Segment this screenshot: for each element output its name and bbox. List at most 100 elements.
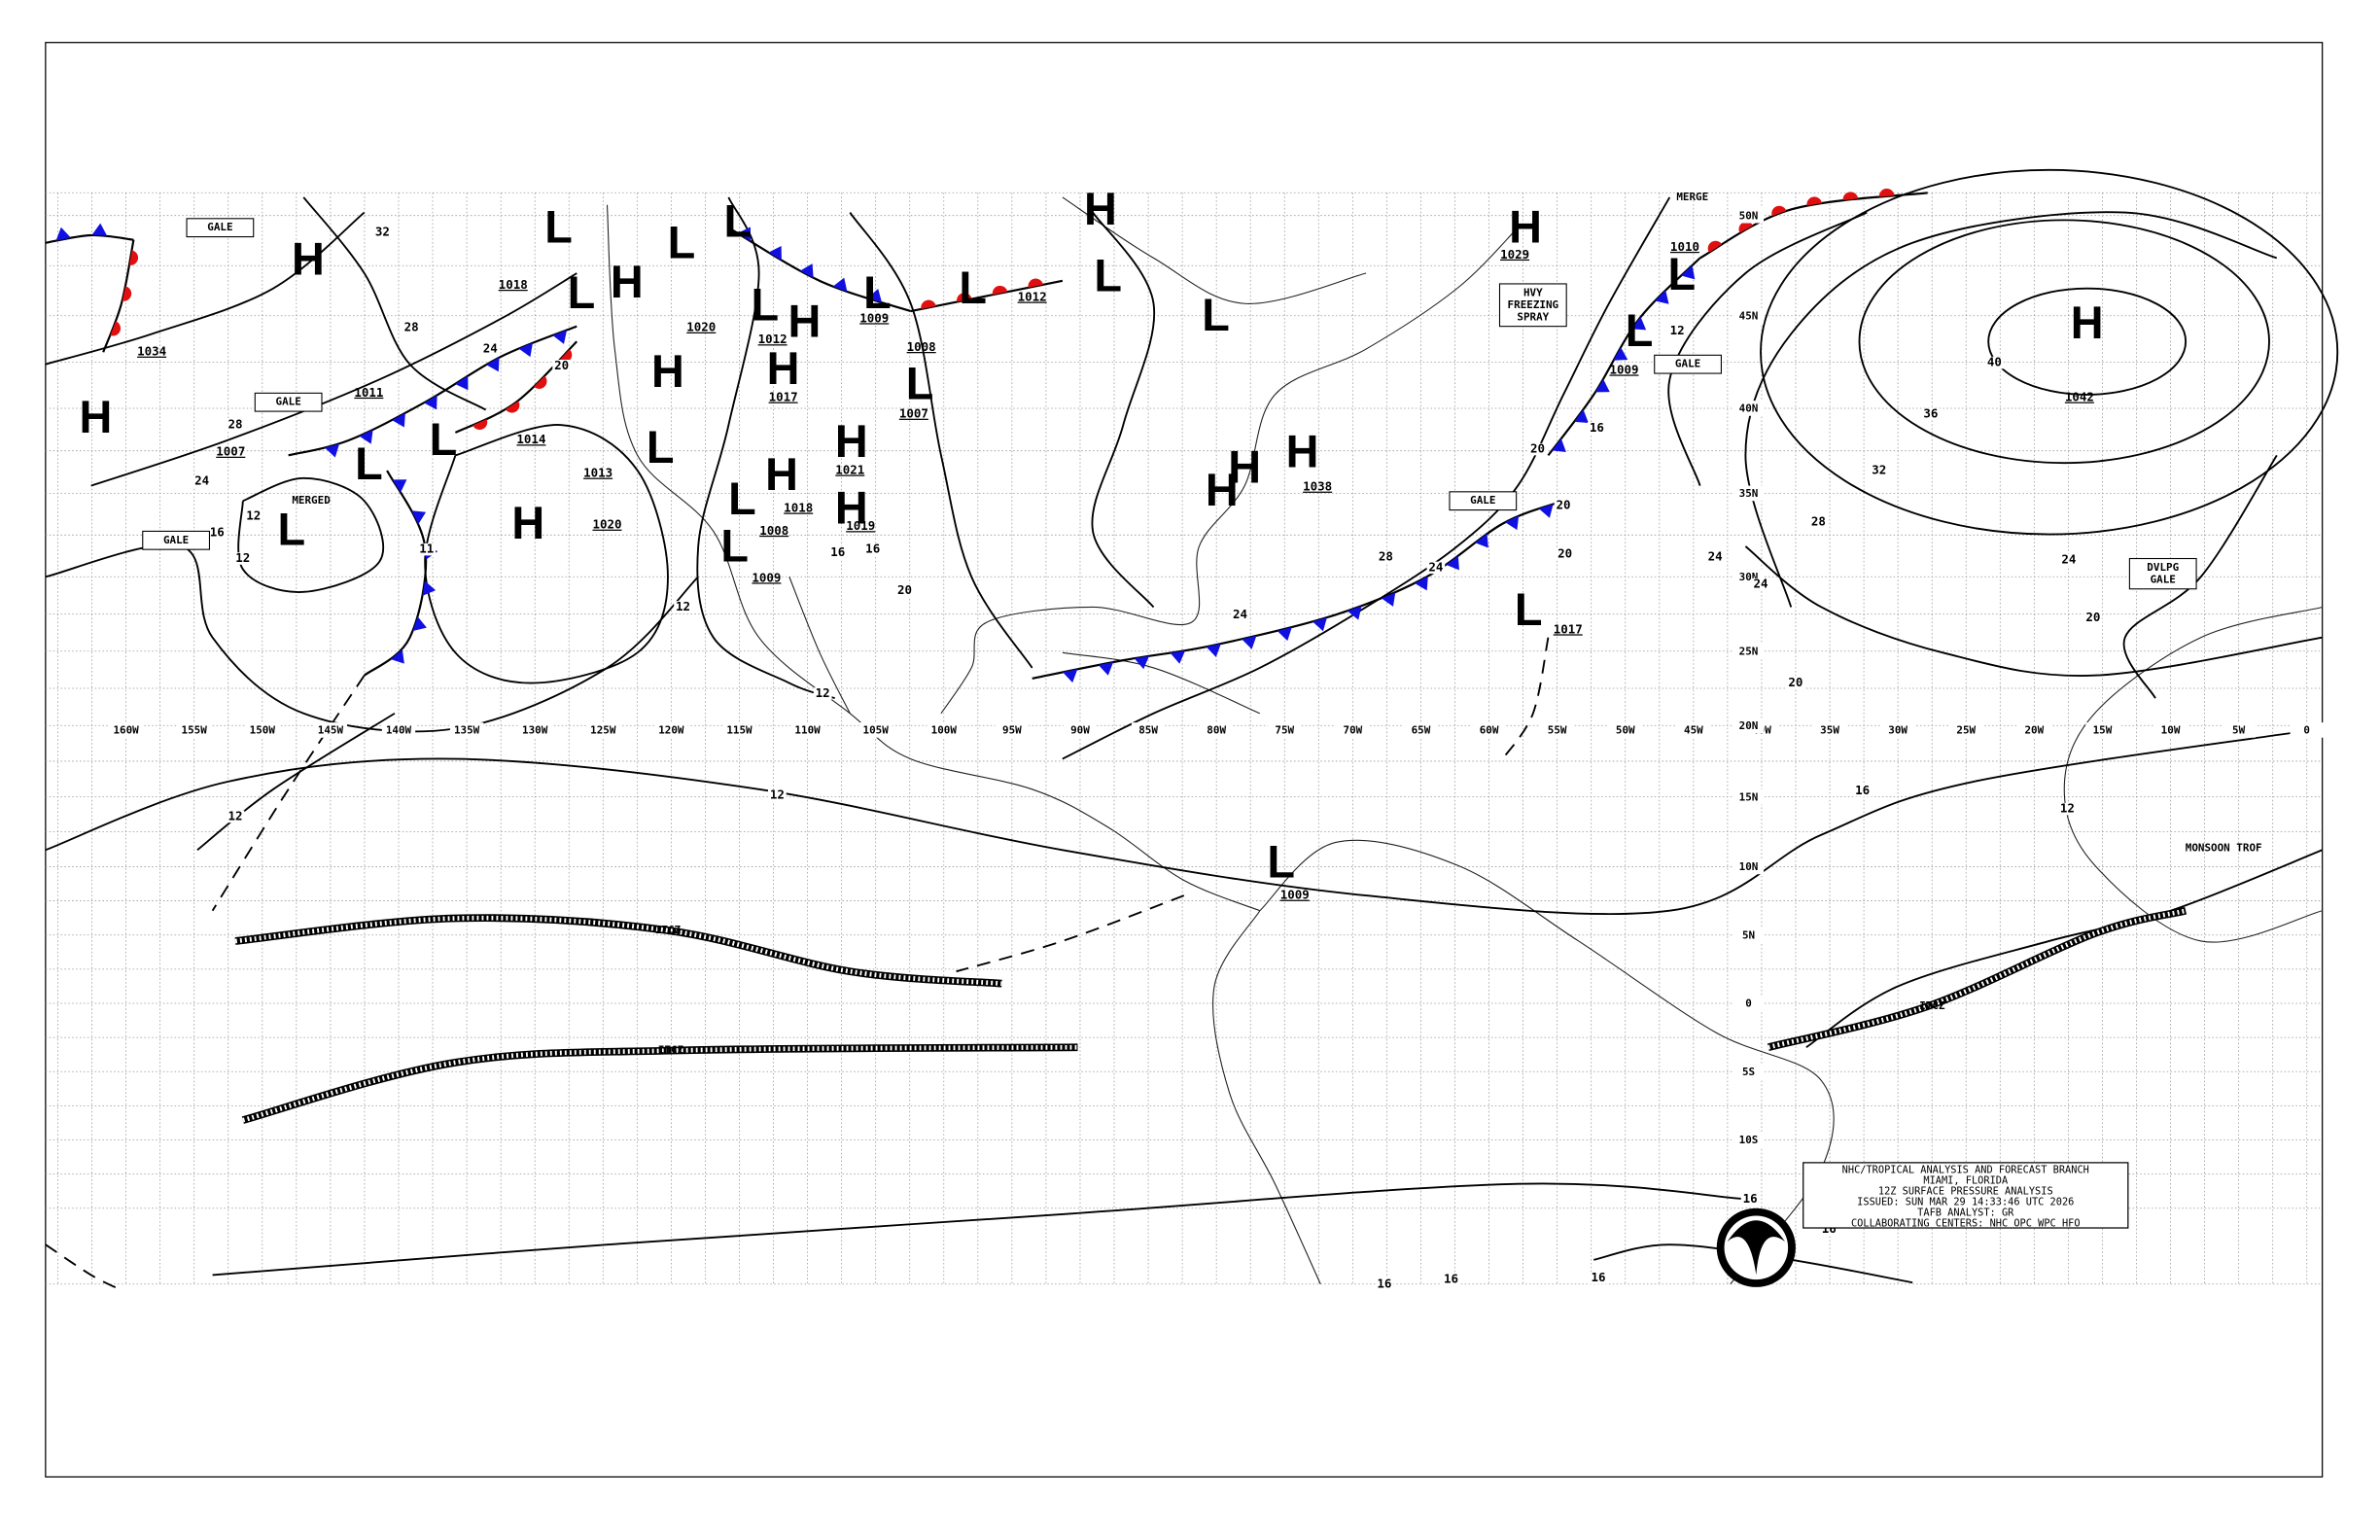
longitude-label: 55W — [1548, 724, 1567, 737]
isobar-label: 12 — [235, 550, 250, 565]
annotation: SPRAY — [1517, 310, 1549, 323]
isobar-label: 24 — [483, 341, 498, 356]
longitude-label: 90W — [1070, 724, 1090, 737]
cold-front-pip — [359, 430, 373, 444]
pressure-center: L — [544, 202, 573, 253]
longitude-label: 30W — [1888, 724, 1908, 737]
isobar-label-bg — [244, 509, 263, 523]
isobar-label: 32 — [1872, 462, 1886, 476]
isobar-label-bg — [1870, 464, 1889, 477]
cold-front-pip — [1063, 669, 1078, 683]
trough — [45, 1243, 122, 1291]
pressure-center: L — [430, 414, 458, 465]
isobar-label: 36 — [1923, 406, 1938, 421]
isobar-label: 16 — [210, 524, 225, 539]
pressure-center: H — [1286, 427, 1319, 477]
longitude-label: 95W — [1002, 724, 1022, 737]
annotation: ITCZ — [655, 924, 682, 936]
isobar — [196, 712, 396, 852]
annotation-box — [2128, 557, 2197, 590]
cold-front-pip — [1414, 576, 1428, 591]
warm-front-pip — [472, 419, 488, 431]
isobar-label: 16 — [1590, 420, 1604, 435]
isobar — [212, 1182, 1746, 1277]
pressure-center: L — [647, 422, 675, 472]
center-pressure: 1008 — [759, 523, 788, 538]
annotation-box — [186, 218, 255, 238]
cold-front-pip — [1505, 515, 1520, 531]
longitude-label: 0 — [2303, 724, 2310, 737]
warm-front — [102, 239, 135, 353]
itcz — [242, 1044, 1078, 1123]
cold-front-pip — [1446, 555, 1459, 571]
cold-front-pip — [1655, 290, 1669, 304]
isobar-label-bg — [417, 542, 437, 556]
lon-label-box — [1336, 722, 1370, 738]
trough — [211, 675, 366, 912]
cold-front-pip — [1681, 264, 1696, 280]
isobar-label-bg — [373, 226, 392, 239]
isobar-label: 32 — [375, 224, 390, 238]
annotation: MONSOON TROF — [2186, 842, 2262, 855]
latitude-label: 0 — [1745, 998, 1752, 1010]
isobar-label-bg — [813, 687, 832, 700]
cold-front — [45, 233, 134, 244]
lon-label-box — [245, 722, 279, 738]
isobar-label: 12 — [246, 508, 261, 522]
annotation: MERGED — [292, 494, 331, 507]
pressure-center: L — [1626, 305, 1654, 356]
trough — [1501, 637, 1550, 760]
lat-label-box — [1732, 307, 1765, 324]
pressure-label: 1008 — [907, 339, 936, 354]
coastline — [1212, 910, 1321, 1285]
pressure-center: L — [355, 438, 383, 489]
cold-front-pip — [412, 616, 427, 631]
lon-label-box — [2290, 722, 2324, 738]
center-pressure: 1021 — [835, 462, 864, 476]
center-pressure: 1009 — [1609, 362, 1638, 376]
labels: 160W 155W 150W 145W 140W 135W 130W 125W 120W 115W… — [79, 184, 2324, 1290]
warm-front-pip — [506, 401, 520, 413]
cold-front-pip — [392, 479, 407, 493]
isobar-label-bg — [1740, 1193, 1760, 1206]
longitude-label: 135W — [454, 724, 480, 737]
pressure-center: L — [906, 358, 934, 408]
pressure-center: L — [568, 267, 596, 318]
isobar-label: 12 — [676, 599, 690, 613]
cold-front-pip — [1381, 592, 1396, 607]
lat-label-box — [1732, 1064, 1765, 1080]
lon-label-box — [1540, 722, 1574, 738]
cold-front-pip — [1312, 617, 1327, 632]
coastlines — [606, 196, 2323, 1285]
lon-label-box — [927, 722, 961, 738]
pressure-center: L — [1668, 249, 1697, 299]
cold-front-pip — [1347, 606, 1362, 620]
isobar-label-bg — [1556, 547, 1574, 561]
annotation-box — [1449, 491, 1518, 511]
pressure-center: L — [277, 504, 305, 554]
isobar-label: 20 — [1557, 497, 1571, 511]
center-pressure: 1009 — [752, 570, 781, 584]
isobar-label-bg — [1426, 561, 1446, 575]
noaa-logo-bird — [1727, 1220, 1785, 1276]
annotation-box — [254, 392, 323, 412]
annotation: HVY — [1523, 286, 1543, 298]
cold-front-pip — [455, 375, 469, 391]
cold-front — [364, 470, 428, 677]
coastline — [940, 227, 1519, 715]
isobar-label: 28 — [404, 320, 419, 334]
longitude-label: 145W — [318, 724, 344, 737]
center-pressure: 1029 — [1500, 247, 1529, 262]
isobar-label: 16 — [1743, 1191, 1758, 1206]
latitude-label: 40N — [1739, 402, 1759, 415]
lon-label-box — [1472, 722, 1506, 738]
annotation: FREEZING — [1508, 298, 1559, 311]
cold-front-pip — [91, 223, 108, 236]
longitude-label: 60W — [1480, 724, 1499, 737]
lat-label-box — [1732, 485, 1765, 502]
annotation: GALE — [163, 534, 189, 546]
center-pressure: 1038 — [1303, 479, 1332, 494]
latitude-label: 25N — [1739, 646, 1759, 658]
isobar-label-bg — [1231, 609, 1249, 621]
